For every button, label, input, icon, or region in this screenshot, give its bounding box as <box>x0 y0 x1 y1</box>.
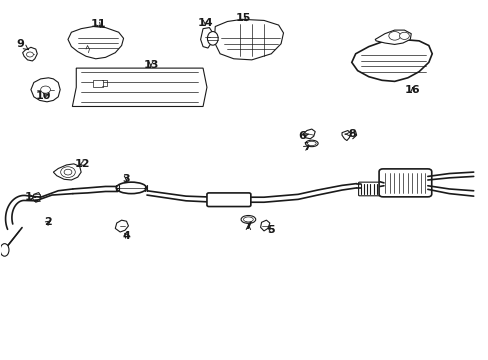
Ellipse shape <box>0 244 9 256</box>
Text: 12: 12 <box>75 159 90 169</box>
Circle shape <box>41 86 50 93</box>
Text: 7: 7 <box>303 142 310 152</box>
Text: 11: 11 <box>90 19 106 29</box>
Circle shape <box>399 32 408 40</box>
FancyBboxPatch shape <box>206 193 250 207</box>
Text: 5: 5 <box>267 225 275 235</box>
Polygon shape <box>200 28 212 48</box>
Polygon shape <box>32 193 41 202</box>
Text: 10: 10 <box>36 91 51 101</box>
Text: 15: 15 <box>235 13 251 23</box>
FancyBboxPatch shape <box>378 169 431 197</box>
Ellipse shape <box>116 182 146 194</box>
Ellipse shape <box>305 140 318 147</box>
Polygon shape <box>93 80 103 87</box>
Text: 1: 1 <box>25 192 36 202</box>
Text: 2: 2 <box>44 217 52 227</box>
Text: 9: 9 <box>16 39 28 50</box>
Polygon shape <box>68 27 123 59</box>
Polygon shape <box>341 131 350 140</box>
Polygon shape <box>303 129 315 139</box>
Polygon shape <box>72 68 206 107</box>
Polygon shape <box>31 78 60 102</box>
Polygon shape <box>260 220 269 231</box>
Polygon shape <box>351 40 431 81</box>
Ellipse shape <box>307 141 316 145</box>
Text: 6: 6 <box>298 131 308 141</box>
Polygon shape <box>115 220 128 232</box>
Circle shape <box>26 52 33 57</box>
Text: 8: 8 <box>345 129 355 139</box>
Ellipse shape <box>243 217 253 222</box>
Text: 3: 3 <box>122 174 130 184</box>
Polygon shape <box>22 47 37 61</box>
Text: 14: 14 <box>197 18 213 28</box>
Ellipse shape <box>241 216 255 224</box>
Polygon shape <box>374 30 410 44</box>
Text: 13: 13 <box>143 59 158 69</box>
FancyBboxPatch shape <box>358 182 381 196</box>
Text: 7: 7 <box>244 221 252 231</box>
Polygon shape <box>214 19 283 60</box>
Polygon shape <box>53 164 81 180</box>
Text: 16: 16 <box>404 85 420 95</box>
Text: 4: 4 <box>122 231 130 240</box>
Circle shape <box>61 167 75 177</box>
Circle shape <box>64 169 72 175</box>
Ellipse shape <box>207 32 218 45</box>
Circle shape <box>388 32 400 40</box>
